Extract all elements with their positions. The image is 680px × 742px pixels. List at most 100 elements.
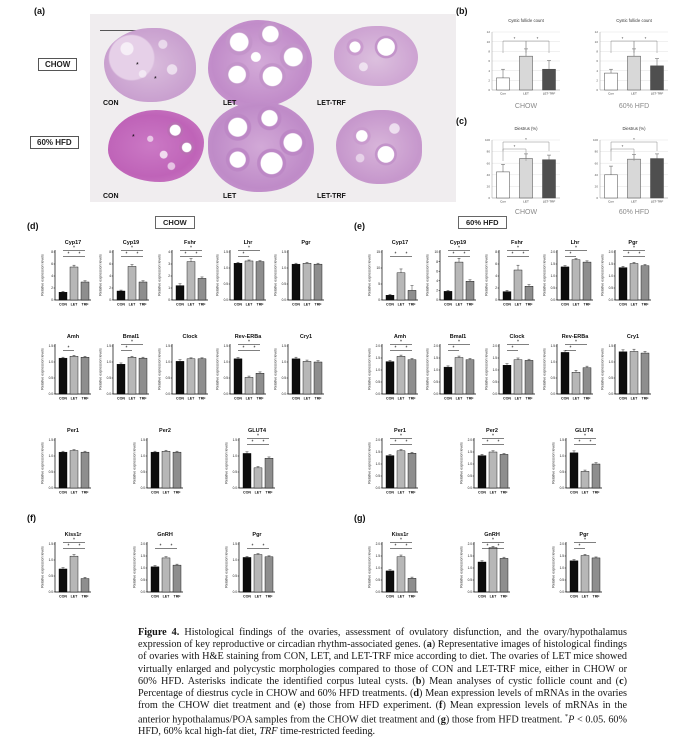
- svg-text:CON: CON: [243, 595, 251, 599]
- svg-text:*: *: [514, 144, 516, 149]
- svg-text:*: *: [190, 246, 192, 252]
- svg-text:1.5: 1.5: [376, 554, 381, 558]
- svg-text:0: 0: [596, 88, 598, 92]
- svg-text:*: *: [400, 340, 402, 346]
- svg-text:Cyp19: Cyp19: [450, 240, 467, 246]
- svg-text:0.5: 0.5: [107, 376, 112, 380]
- svg-text:CON: CON: [292, 303, 300, 307]
- svg-text:CON: CON: [386, 595, 394, 599]
- chart-d_glut4: GLUT4 Relative expression levels 0.0 0.5 1.0…: [223, 424, 279, 508]
- svg-text:LET: LET: [187, 397, 195, 401]
- svg-text:Relative expression levels: Relative expression levels: [368, 546, 372, 588]
- chart-e_amh: Amh Relative expression levels 0.0 0.5 1.0 1.…: [366, 330, 422, 414]
- svg-text:15: 15: [376, 250, 380, 254]
- svg-text:TRF: TRF: [583, 303, 591, 307]
- svg-text:*: *: [464, 252, 466, 258]
- svg-text:0: 0: [51, 298, 53, 302]
- svg-text:2.0: 2.0: [141, 542, 146, 546]
- svg-text:0: 0: [488, 88, 490, 92]
- svg-text:4: 4: [51, 274, 53, 278]
- svg-text:Relative expression levels: Relative expression levels: [225, 442, 229, 484]
- panel-d-header: CHOW: [155, 216, 195, 229]
- svg-text:CON: CON: [570, 491, 578, 495]
- svg-text:0.0: 0.0: [49, 486, 54, 490]
- svg-text:TRF: TRF: [525, 303, 533, 307]
- svg-text:*: *: [584, 434, 586, 440]
- svg-text:Amh: Amh: [67, 334, 80, 340]
- svg-text:1.5: 1.5: [492, 356, 497, 360]
- svg-text:1.0: 1.0: [550, 274, 555, 278]
- svg-text:*: *: [400, 434, 402, 440]
- svg-text:100: 100: [485, 138, 490, 142]
- svg-text:1.0: 1.0: [49, 558, 54, 562]
- svg-text:*: *: [253, 346, 255, 352]
- image-label: LET: [223, 193, 237, 200]
- svg-text:4: 4: [596, 69, 598, 73]
- svg-text:0.5: 0.5: [434, 380, 439, 384]
- svg-text:CON: CON: [503, 397, 511, 401]
- svg-text:TRF: TRF: [82, 397, 90, 401]
- svg-text:*: *: [400, 538, 402, 544]
- svg-text:*: *: [514, 36, 516, 41]
- svg-text:Pgr: Pgr: [301, 240, 311, 246]
- svg-text:*: *: [406, 346, 408, 352]
- svg-text:0.5: 0.5: [550, 286, 555, 290]
- svg-text:1.0: 1.0: [376, 368, 381, 372]
- chart-d_lhr: Lhr Relative expression levels 0.0 0.5 1.0 1.…: [214, 236, 270, 320]
- chart-e_cry1: Cry1 Relative expression levels 0.0 0.5 1.0 1…: [599, 330, 655, 414]
- svg-text:TRF: TRF: [266, 595, 274, 599]
- svg-text:1.0: 1.0: [376, 566, 381, 570]
- svg-text:2.0: 2.0: [376, 542, 381, 546]
- chart-c1: Diestrus (%) 0 20 40 60 80 100 * * Con LET LET-TRF: [466, 122, 566, 210]
- svg-text:0.0: 0.0: [609, 392, 614, 396]
- ovary-image-hfd-con: [108, 110, 204, 182]
- svg-text:*: *: [511, 252, 513, 258]
- svg-text:6: 6: [596, 59, 598, 63]
- svg-text:0.5: 0.5: [165, 376, 170, 380]
- svg-text:2.0: 2.0: [550, 250, 555, 254]
- svg-text:TRF: TRF: [315, 303, 323, 307]
- svg-text:Lhr: Lhr: [243, 240, 253, 246]
- svg-text:1.0: 1.0: [141, 454, 146, 458]
- svg-text:Relative expression levels: Relative expression levels: [426, 254, 430, 296]
- corpus-luteal-cyst-asterisk: *: [154, 76, 157, 83]
- svg-text:GnRH: GnRH: [157, 532, 173, 538]
- svg-text:12: 12: [487, 30, 491, 34]
- svg-text:0.0: 0.0: [609, 298, 614, 302]
- svg-text:4: 4: [109, 274, 111, 278]
- panel-e-row-1: Cyp17 Relative expression levels 0 5 10 15 * * C…: [366, 236, 655, 320]
- svg-text:TRF: TRF: [82, 595, 90, 599]
- svg-text:*: *: [633, 246, 635, 252]
- svg-text:*: *: [406, 544, 408, 550]
- svg-text:*: *: [628, 252, 630, 258]
- panel-f-label: (f): [27, 513, 36, 523]
- svg-text:0.0: 0.0: [165, 392, 170, 396]
- chart-d_clock: Clock Relative expression levels 0.0 0.5 1.0…: [156, 330, 212, 414]
- panel-e-header: 60% HFD: [458, 216, 507, 229]
- chart-d_cry1: Cry1 Relative expression levels 0.0 0.5 1.0 1…: [272, 330, 328, 414]
- svg-text:0.5: 0.5: [49, 376, 54, 380]
- svg-text:1: 1: [168, 286, 170, 290]
- svg-text:*: *: [252, 544, 254, 550]
- svg-text:CON: CON: [117, 303, 125, 307]
- svg-text:1.5: 1.5: [376, 356, 381, 360]
- svg-text:10: 10: [376, 266, 380, 270]
- svg-text:0.5: 0.5: [223, 282, 228, 286]
- svg-text:Relative expression levels: Relative expression levels: [41, 348, 45, 390]
- svg-text:1.5: 1.5: [550, 262, 555, 266]
- svg-text:*: *: [633, 137, 635, 142]
- svg-text:Relative expression levels: Relative expression levels: [157, 348, 161, 390]
- svg-text:6: 6: [495, 262, 497, 266]
- svg-text:CON: CON: [117, 397, 125, 401]
- svg-text:2.0: 2.0: [609, 250, 614, 254]
- svg-text:Pgr: Pgr: [252, 532, 262, 538]
- svg-text:6: 6: [488, 59, 490, 63]
- svg-text:LET: LET: [631, 397, 639, 401]
- svg-text:Relative expression levels: Relative expression levels: [274, 254, 278, 296]
- svg-text:1.0: 1.0: [560, 454, 565, 458]
- ovary-image-chow-con: [104, 28, 196, 102]
- svg-text:*: *: [68, 544, 70, 550]
- svg-text:*: *: [73, 246, 75, 252]
- svg-text:1.0: 1.0: [560, 566, 565, 570]
- svg-text:0.5: 0.5: [233, 574, 238, 578]
